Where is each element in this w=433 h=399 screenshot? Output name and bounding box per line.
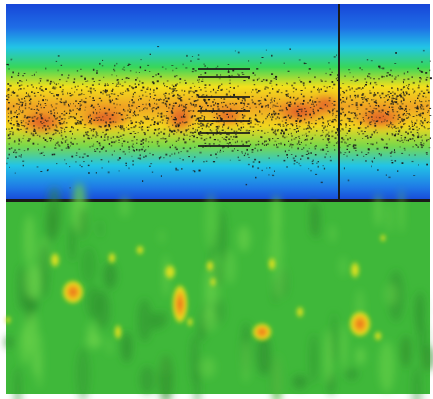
hotspot-small [374,331,382,341]
panel-divider [6,199,430,202]
hotspot-large [252,323,272,341]
hotspot-small [114,324,122,340]
top-intensity-panel [6,4,432,202]
hotspot-small [206,260,214,272]
hotspot-small [380,234,386,242]
hotspot-large [62,280,84,304]
hotspot-large [349,311,371,337]
hotspot-small [268,257,276,271]
hotspot-small [5,316,11,324]
hotspot-large [172,284,188,324]
hotspot-small [210,277,216,287]
vertical-marker-line [338,4,340,201]
hotspot-small [108,252,116,264]
hotspot-small [164,264,176,280]
bottom-hotspot-panel [4,182,433,399]
hotspot-small [136,245,144,255]
hotspot-small [187,317,193,327]
hotspot-small [296,306,304,318]
hotspot-small [350,261,360,279]
speckle-noise [6,46,432,189]
hotspot-small [50,252,60,268]
